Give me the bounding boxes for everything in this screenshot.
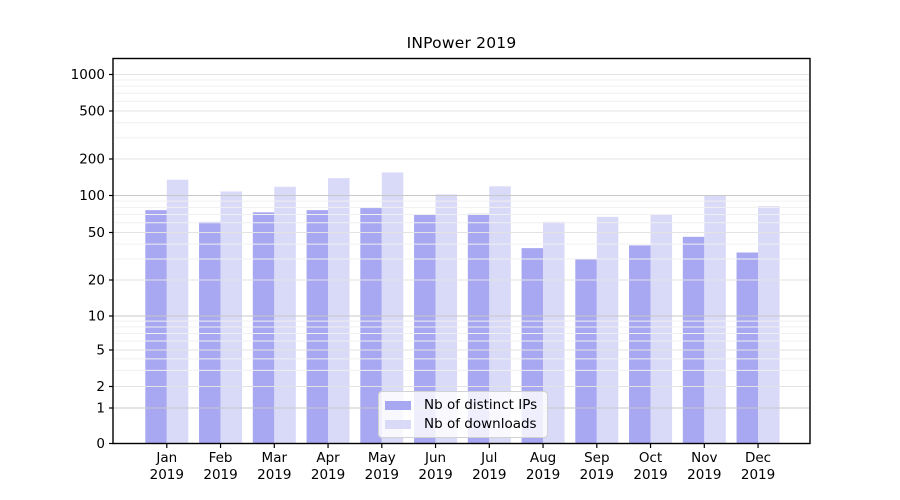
plot-box: [112, 57, 811, 445]
chart-title: INPower 2019: [406, 34, 517, 52]
y-tick-label-1: 1: [96, 401, 105, 417]
legend-swatch-downloads: [385, 419, 411, 429]
y-tick-label-0: 0: [96, 436, 105, 452]
bar-apr-downloads: [328, 178, 350, 444]
legend-item-distinct-ips: Nb of distinct IPs: [385, 397, 541, 413]
x-tick-label-month-jul: Jul: [480, 450, 497, 466]
bar-oct-downloads: [650, 214, 673, 444]
bar-nov-downloads: [704, 195, 726, 444]
x-tick-label-year-sep: 2019: [580, 467, 614, 483]
bar-feb-downloads: [220, 191, 243, 444]
x-tick-label-month-aug: Aug: [530, 450, 556, 466]
x-tick-label-month-feb: Feb: [209, 450, 233, 466]
bar-sep-downloads: [596, 216, 619, 444]
x-tick-label-month-jan: Jan: [155, 450, 177, 466]
x-tick-label-month-mar: Mar: [262, 450, 288, 466]
y-tick-label-200: 200: [79, 152, 105, 168]
x-tick-label-year-nov: 2019: [687, 467, 721, 483]
y-tick-label-50: 50: [88, 225, 105, 241]
bar-jun-downloads: [435, 194, 458, 444]
x-tick-label-month-apr: Apr: [316, 450, 340, 466]
x-tick-label-month-nov: Nov: [691, 450, 717, 466]
bar-may-distinct-ips: [360, 208, 382, 444]
x-tick-label-year-mar: 2019: [257, 467, 291, 483]
legend: Nb of distinct IPs Nb of downloads: [378, 391, 548, 438]
x-tick-label-month-may: May: [368, 450, 396, 466]
legend-item-downloads: Nb of downloads: [385, 416, 541, 432]
bar-dec-distinct-ips: [736, 252, 759, 444]
y-tick-label-5: 5: [96, 343, 105, 359]
y-tick-label-20: 20: [88, 273, 105, 289]
bar-aug-downloads: [543, 221, 565, 444]
y-tick-label-500: 500: [79, 104, 105, 120]
y-tick-label-100: 100: [79, 188, 105, 204]
bar-mar-distinct-ips: [252, 212, 275, 444]
x-tick-label-month-oct: Oct: [639, 450, 662, 466]
bar-jan-downloads: [166, 179, 189, 444]
legend-label-distinct-ips: Nb of distinct IPs: [424, 397, 538, 413]
x-tick-label-year-apr: 2019: [311, 467, 345, 483]
x-tick-label-year-dec: 2019: [741, 467, 775, 483]
y-tick-label-2: 2: [96, 379, 105, 395]
bar-feb-distinct-ips: [199, 221, 221, 444]
y-tick-label-10: 10: [88, 309, 105, 325]
x-tick-label-year-jul: 2019: [472, 467, 506, 483]
bar-nov-distinct-ips: [682, 236, 705, 444]
x-tick-label-year-may: 2019: [365, 467, 399, 483]
x-tick-label-month-jun: Jun: [424, 450, 446, 466]
bar-oct-distinct-ips: [629, 245, 651, 444]
bar-jul-downloads: [489, 186, 511, 444]
x-tick-label-month-dec: Dec: [745, 450, 771, 466]
bar-dec-downloads: [758, 206, 780, 444]
x-tick-label-year-jun: 2019: [418, 467, 452, 483]
legend-swatch-distinct-ips: [385, 400, 411, 410]
x-tick-label-year-jan: 2019: [150, 467, 184, 483]
bar-mar-downloads: [274, 186, 296, 444]
x-tick-label-year-feb: 2019: [203, 467, 237, 483]
y-tick-label-1000: 1000: [71, 67, 105, 83]
bar-may-downloads: [381, 172, 404, 444]
bar-sep-distinct-ips: [575, 258, 597, 444]
legend-label-downloads: Nb of downloads: [424, 416, 537, 432]
x-tick-label-month-sep: Sep: [584, 450, 609, 466]
x-tick-label-year-oct: 2019: [633, 467, 667, 483]
x-tick-label-year-aug: 2019: [526, 467, 560, 483]
